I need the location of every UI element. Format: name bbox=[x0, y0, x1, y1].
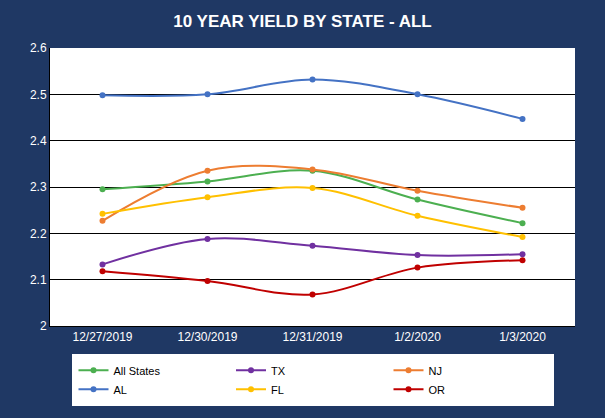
svg-text:12/27/2019: 12/27/2019 bbox=[72, 330, 132, 344]
svg-text:TX: TX bbox=[271, 365, 286, 377]
svg-text:1/2/2020: 1/2/2020 bbox=[394, 330, 441, 344]
svg-text:2: 2 bbox=[40, 319, 47, 333]
svg-text:2.3: 2.3 bbox=[30, 180, 47, 194]
svg-text:1/3/2020: 1/3/2020 bbox=[499, 330, 546, 344]
svg-text:12/30/2019: 12/30/2019 bbox=[177, 330, 237, 344]
svg-text:2.6: 2.6 bbox=[30, 41, 47, 55]
svg-text:FL: FL bbox=[271, 384, 284, 396]
svg-text:12/31/2019: 12/31/2019 bbox=[282, 330, 342, 344]
svg-text:2.1: 2.1 bbox=[30, 273, 47, 287]
svg-text:OR: OR bbox=[429, 384, 446, 396]
svg-text:2.5: 2.5 bbox=[30, 88, 47, 102]
svg-text:NJ: NJ bbox=[429, 365, 442, 377]
svg-text:10 YEAR YIELD BY STATE - ALL: 10 YEAR YIELD BY STATE - ALL bbox=[173, 12, 432, 31]
svg-text:All States: All States bbox=[114, 365, 161, 377]
svg-text:2.2: 2.2 bbox=[30, 227, 47, 241]
svg-text:AL: AL bbox=[114, 384, 127, 396]
svg-text:2.4: 2.4 bbox=[30, 134, 47, 148]
